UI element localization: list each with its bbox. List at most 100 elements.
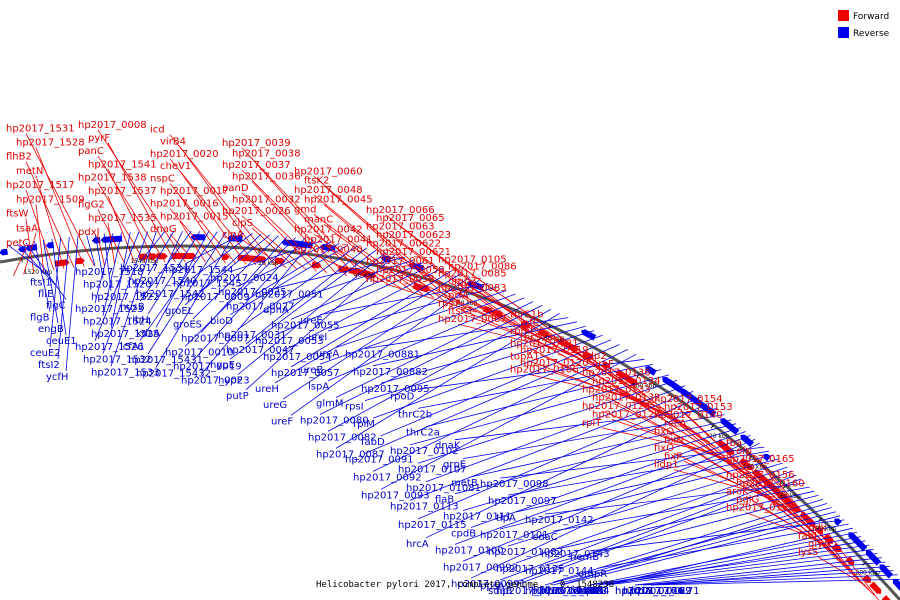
forward-gene-label: hp2017_0039 <box>222 138 291 149</box>
reverse-label-line <box>605 553 878 586</box>
reverse-gene-label: hp2017_0010 <box>165 348 234 359</box>
reverse-label-line <box>552 498 824 583</box>
reverse-gene-shape <box>724 421 740 435</box>
reverse-label-line <box>417 379 678 464</box>
reverse-label-line <box>462 414 725 459</box>
reverse-label-line <box>425 369 661 427</box>
forward-gene-label: gmd <box>294 205 316 216</box>
reverse-label-line <box>200 233 262 292</box>
reverse-label-line <box>102 232 122 316</box>
forward-gene-label: hp2017_0042 <box>294 224 363 235</box>
reverse-gene-label: thrC2b <box>398 409 432 420</box>
forward-gene-label: hp2017_0020 <box>150 149 219 160</box>
reverse-label-line <box>380 339 612 437</box>
tick-label: 200 kbp <box>855 569 880 576</box>
forward-gene-label: hp2017_0016 <box>150 199 219 210</box>
reverse-label-line <box>642 574 898 586</box>
reverse-label-line <box>470 442 760 579</box>
reverse-label-line <box>282 276 471 400</box>
reverse-gene-label: grpE <box>443 460 466 471</box>
forward-gene-label: hp2017_0083 <box>438 283 507 294</box>
reverse-gene-label: hypF <box>218 376 243 387</box>
forward-gene-label: thrS1a <box>520 332 553 343</box>
forward-label-line <box>169 208 216 263</box>
forward-gene-label: rpmI <box>510 326 533 337</box>
tick-mark <box>710 424 714 429</box>
reverse-gene-label: hp2017_0144 <box>525 566 594 577</box>
reverse-gene-label: ftsI2 <box>38 360 60 371</box>
reverse-label-line <box>184 232 244 265</box>
reverse-gene-label: ceuE1 <box>46 336 77 347</box>
reverse-gene-label: ureE <box>300 316 323 327</box>
forward-gene-label: hp2017_0154 <box>654 394 723 405</box>
reverse-label-line <box>507 462 783 547</box>
reverse-gene-label: rplM <box>353 419 375 430</box>
forward-label-line <box>25 161 75 268</box>
forward-gene-arrow <box>75 257 85 265</box>
forward-gene-shape <box>156 253 168 260</box>
reverse-label-line <box>327 286 498 332</box>
reverse-label-line <box>335 290 507 348</box>
forward-gene-label: efp <box>736 446 752 457</box>
reverse-label-line <box>51 238 67 336</box>
reverse-gene-label: lspA <box>308 382 329 393</box>
forward-gene-shape <box>814 526 824 535</box>
reverse-gene-label: bcp <box>533 583 551 594</box>
reverse-gene-label: flgC <box>46 301 66 312</box>
reverse-label-line <box>462 438 756 562</box>
forward-gene-label: omp3 <box>448 276 477 287</box>
reverse-label-line <box>237 241 331 287</box>
forward-gene-label: hp2017_0061 <box>366 256 435 267</box>
forward-gene-label: virB4 <box>160 137 186 148</box>
reverse-label-line <box>507 474 797 586</box>
reverse-label-line <box>274 256 405 289</box>
reverse-gene-arrow <box>100 236 111 243</box>
reverse-label-line <box>94 233 114 304</box>
reverse-gene-label: groEL <box>165 306 194 317</box>
forward-gene-shape <box>311 261 322 269</box>
reverse-label-line <box>86 235 96 267</box>
forward-gene-label: aroF <box>592 359 614 370</box>
forward-gene-label: panD <box>222 183 249 194</box>
forward-label-line <box>313 254 380 284</box>
reverse-label-line <box>57 236 70 360</box>
forward-gene-label: hp2017_0156 <box>726 470 795 481</box>
reverse-gene-label: hp2017_1533 <box>91 367 160 378</box>
reverse-label-line <box>499 458 779 530</box>
reverse-gene-label: hp2017_0113 <box>390 501 459 512</box>
forward-label-line <box>107 142 176 263</box>
reverse-label-line <box>544 507 832 586</box>
reverse-gene-label: frdC <box>586 586 607 597</box>
reverse-label-line <box>16 243 59 289</box>
reverse-gene-label: hp2017_1545 <box>173 279 242 290</box>
reverse-gene-label: hp2017_1524 <box>83 317 152 328</box>
reverse-label-line <box>139 231 218 341</box>
reverse-label-line <box>364 330 595 401</box>
reverse-gene-label: groES <box>173 320 202 331</box>
reverse-gene-label: neuB <box>578 586 604 597</box>
reverse-gene-label: hp2017_0082 <box>308 432 377 443</box>
reverse-label-line <box>184 234 270 306</box>
reverse-gene-label: ureB <box>300 365 323 376</box>
forward-gene-label: ftsK1 <box>448 306 473 317</box>
reverse-gene-label: ureG <box>263 400 287 411</box>
reverse-gene-label: hp2017_0098 <box>480 479 549 490</box>
reverse-label-line <box>499 470 793 581</box>
tick-label: 120 kbp <box>705 433 730 440</box>
forward-gene-label: fixP <box>664 451 682 462</box>
reverse-label-line <box>319 293 516 365</box>
reverse-label-line <box>560 490 815 549</box>
reverse-label-line <box>95 234 104 279</box>
reverse-label-line <box>155 232 236 368</box>
reverse-gene-label: nusB <box>120 302 145 313</box>
forward-gene-arrow <box>221 253 230 261</box>
forward-gene-label: thrS1b <box>510 309 543 320</box>
reverse-label-line <box>552 486 810 532</box>
reverse-gene-label: hp2017_0047 <box>226 345 295 356</box>
tick-label: 140 kbp <box>743 464 768 471</box>
reverse-label-line <box>290 270 452 368</box>
forward-gene-label: fixN <box>664 435 684 446</box>
reverse-gene-label: hp2017_0142 <box>525 515 594 526</box>
reverse-gene-label: frdA <box>631 586 652 597</box>
reverse-gene-label: kdsA <box>136 328 160 339</box>
